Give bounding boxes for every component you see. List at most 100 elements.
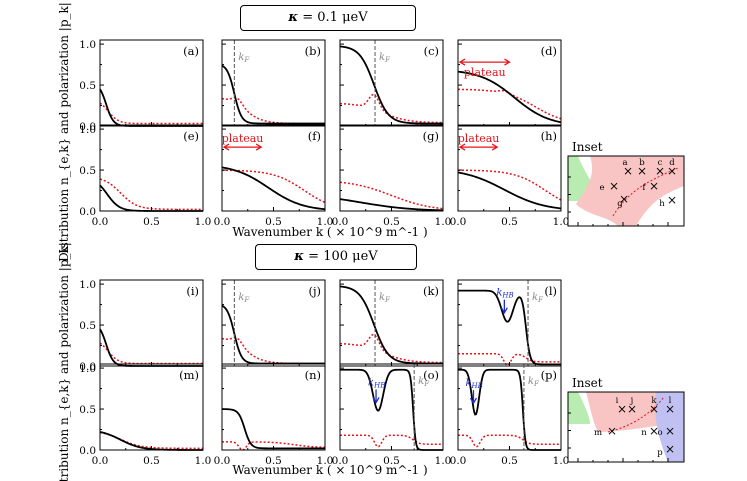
panel-k: kF (k) — [339, 279, 444, 367]
inset-marker-i: × — [617, 402, 627, 416]
panel-label-d: (d) — [541, 44, 557, 58]
inset-marker-label-c: c — [658, 158, 663, 168]
ytick-label-m-1.0: 1.0 — [79, 363, 96, 375]
panel-l: kF kHB (l) — [457, 279, 562, 367]
ytick-label-a-0.0: 0.0 — [79, 121, 96, 133]
panel-label-a: (a) — [183, 44, 199, 58]
inset-marker-label-n: n — [641, 428, 647, 438]
inset-title-2: Inset — [572, 376, 603, 390]
inset-title-1: Inset — [572, 140, 603, 154]
panel-a: 0.0 0.5 1.0 (a) — [79, 39, 204, 133]
ytick-label-e-0.5: 0.5 — [79, 165, 96, 177]
ytick-label-i-0.0: 0.0 — [79, 361, 96, 373]
ytick-label-m-0.5: 0.5 — [79, 404, 96, 416]
polarization-line-c — [339, 93, 444, 124]
panel-p: kF kHB 0.0 0.5 1.0 (p) — [450, 363, 569, 467]
polarization-line-a — [99, 102, 203, 125]
xtick-label-f-0.0: 0.0 — [214, 216, 231, 228]
inset-frame-1 — [567, 155, 685, 227]
inset-marker-label-j: j — [630, 396, 634, 406]
kappa-label-bottom: κ = 100 μeV — [255, 244, 417, 270]
xlabel-top: Wavenumber k ( × 10^9 m^-1 ) — [232, 225, 427, 239]
xtick-label-n-0.0: 0.0 — [214, 455, 231, 467]
inset-marker-c: × — [655, 164, 665, 178]
inset-frame-2 — [567, 391, 685, 463]
inset-marker-label-o: o — [657, 428, 662, 438]
kf-label-p: kF — [528, 376, 540, 388]
xtick-label-n-0.5: 0.5 — [265, 455, 282, 467]
panel-m: 0.00.51.00.0 0.5 1.0(m) — [79, 363, 211, 467]
panel-d: plateau (d) — [457, 39, 562, 127]
kappa-label-top: κ = 0.1 μeV — [240, 5, 416, 31]
inset-marker-e: × — [609, 179, 619, 193]
inset-marker-d: × — [667, 164, 677, 178]
panel-b: kF (b) — [221, 39, 326, 127]
xtick-label-h-0.5: 0.5 — [501, 216, 518, 228]
xtick-label-m-0.5: 0.5 — [143, 455, 160, 467]
inset-marker-f: × — [649, 179, 659, 193]
polarization-line-k — [339, 333, 444, 364]
distribution-line-j — [221, 304, 325, 365]
polarization-line-i — [99, 342, 203, 365]
khb-arrowhead-l — [500, 307, 508, 314]
kf-label-l: kF — [532, 292, 544, 304]
inset-1: Inset×a×b×c×d×e ×f×g ×h — [567, 140, 685, 227]
inset-marker-o: × — [665, 424, 675, 438]
khb-label-o: kHB — [368, 377, 385, 389]
inset-marker-label-d: d — [669, 158, 675, 168]
polarization-line-n — [221, 441, 326, 451]
ytick-label-m-0.0: 0.0 — [79, 445, 96, 457]
xtick-label-p-0.0: 0.0 — [450, 455, 467, 467]
inset-marker-label-m: m — [594, 428, 602, 438]
panel-label-n: (n) — [305, 368, 321, 382]
inset-2: Inset×i×j×k×l×m ×n ×o×p — [567, 376, 685, 463]
distribution-line-d — [457, 70, 562, 124]
distribution-line-c — [339, 45, 443, 125]
panel-e: 0.00.51.00.0 0.5 1.0(e) — [79, 124, 211, 228]
khb-label-l: kHB — [496, 288, 513, 300]
inset-marker-b: × — [637, 164, 647, 178]
distribution-line-a — [99, 88, 203, 127]
panel-label-i: (i) — [186, 284, 199, 298]
xtick-label-g-0.5: 0.5 — [383, 216, 400, 228]
xtick-label-h-0.0: 0.0 — [450, 216, 467, 228]
inset-marker-label-e: e — [599, 183, 604, 193]
ytick-label-a-1.0: 1.0 — [79, 39, 96, 51]
xtick-label-o-1.0: 1.0 — [435, 455, 452, 467]
panel-label-h: (h) — [541, 129, 557, 143]
kf-label-j: kF — [238, 292, 250, 304]
inset-marker-h: × — [667, 193, 677, 207]
polarization-line-m — [99, 431, 203, 450]
xtick-label-f-1.0: 1.0 — [317, 216, 334, 228]
panel-label-m: (m) — [179, 368, 199, 382]
distribution-line-k — [339, 285, 443, 365]
khb-arrowhead-p — [469, 397, 478, 405]
polarization-line-f — [221, 169, 326, 204]
distribution-line-i — [99, 328, 203, 367]
polarization-line-h — [457, 169, 562, 201]
khb-label-p: kHB — [465, 378, 482, 390]
inset-marker-label-g: g — [617, 199, 623, 209]
polarization-line-b — [221, 96, 325, 125]
inset-marker-j: × — [627, 402, 637, 416]
panel-label-c: (c) — [424, 44, 439, 58]
xtick-label-f-0.5: 0.5 — [265, 216, 282, 228]
xtick-label-g-1.0: 1.0 — [435, 216, 452, 228]
khb-arrowhead-o — [372, 397, 380, 404]
panel-n: 0.0 0.5 1.0 (n) — [214, 363, 333, 467]
inset-marker-label-h: h — [659, 199, 665, 209]
kf-label-c: kF — [379, 52, 391, 64]
inset-marker-label-a: a — [622, 158, 627, 168]
inset-marker-k: × — [649, 402, 659, 416]
inset-marker-label-i: i — [616, 396, 619, 406]
panel-g: 0.0 0.5 1.0 (g) — [332, 124, 452, 228]
xtick-label-e-0.5: 0.5 — [143, 216, 160, 228]
panel-label-l: (l) — [544, 284, 557, 298]
plateau-label-h: plateau — [458, 132, 500, 145]
plateau-label-d: plateau — [464, 66, 506, 79]
xtick-label-o-0.5: 0.5 — [383, 455, 400, 467]
xtick-label-g-0.0: 0.0 — [332, 216, 349, 228]
panel-label-e: (e) — [183, 129, 199, 143]
xtick-label-p-0.5: 0.5 — [501, 455, 518, 467]
